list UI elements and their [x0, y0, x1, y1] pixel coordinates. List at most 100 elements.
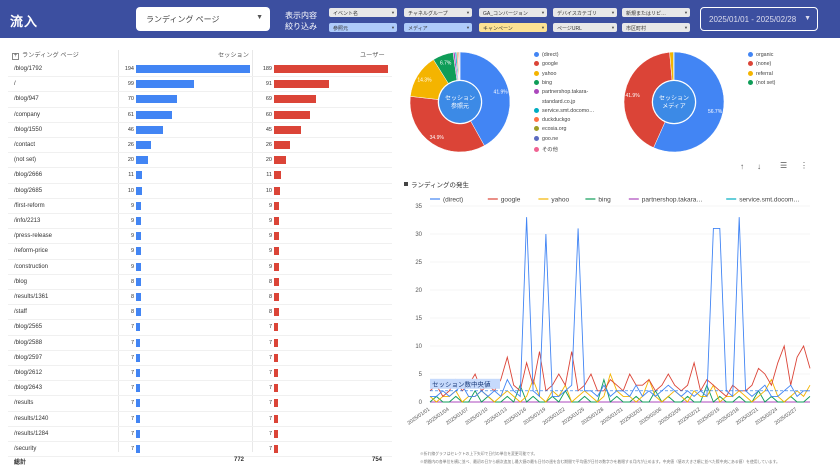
table-row[interactable]: /blog/2612 7 7 [8, 366, 392, 382]
column-header-page[interactable]: + ランディング ページ [12, 50, 79, 62]
table-row[interactable]: /contact 26 26 [8, 138, 392, 154]
donut-slice[interactable] [673, 51, 675, 81]
filter-chip[interactable]: メディア ▼ [404, 23, 472, 32]
legend-item[interactable]: duckduckgo [534, 117, 570, 123]
legend-item[interactable]: (direct) [534, 52, 558, 58]
filter-chip[interactable]: 参照元 ▼ [329, 23, 397, 32]
table-row[interactable]: /blog/2597 7 7 [8, 351, 392, 366]
filter-chip[interactable]: チャネルグループ ▼ [404, 8, 472, 17]
table-row[interactable]: /staff 8 8 [8, 305, 392, 321]
table-row[interactable]: /press-release 9 9 [8, 229, 392, 245]
sessions-value: 70 [127, 96, 134, 103]
series-line[interactable] [429, 344, 811, 398]
date-range-picker[interactable]: 2025/01/01 - 2025/02/28 ▼ [700, 7, 818, 31]
filter-chip[interactable]: ページURL ▼ [553, 23, 617, 32]
legend-label: standard.co.jp [542, 98, 576, 105]
line-legend-label[interactable]: service.smt.docom… [739, 197, 800, 204]
table-row[interactable]: / 99 91 [8, 77, 392, 93]
legend-item[interactable]: (not set) [748, 79, 775, 86]
donut-slice[interactable] [459, 51, 461, 81]
donut-slice[interactable] [410, 96, 485, 153]
sessions-value: 20 [127, 157, 134, 164]
donut-slice[interactable] [653, 51, 725, 153]
arrow-up-icon[interactable]: ↑ [740, 162, 744, 171]
legend-item[interactable]: partnershop.takara- [534, 89, 588, 95]
table-row[interactable]: /results 7 7 [8, 396, 392, 412]
filter-chip-label: 新規またはリピ… [626, 11, 667, 17]
donut-slice[interactable] [624, 51, 673, 148]
line-legend-label[interactable]: partnershop.takara… [642, 197, 703, 204]
table-row[interactable]: /blog/2685 10 10 [8, 184, 392, 199]
table-row[interactable]: /reform-price 9 9 [8, 244, 392, 260]
table-row[interactable]: /results/1361 8 8 [8, 290, 392, 306]
table-row[interactable]: /blog/1550 46 45 [8, 123, 392, 138]
legend-label: partnershop.takara- [542, 89, 589, 96]
legend-item[interactable]: ecosia.org [534, 126, 566, 132]
sessions-bar [136, 95, 178, 104]
users-value: 69 [265, 96, 272, 103]
donut-slice[interactable] [459, 51, 511, 147]
column-header-sessions[interactable]: セッション [218, 52, 249, 59]
series-line[interactable] [429, 372, 811, 403]
table-row[interactable]: /blog/2666 11 11 [8, 168, 392, 184]
legend-item[interactable]: service.smt.docomo… [534, 107, 594, 114]
legend-item[interactable]: goo.ne [534, 135, 558, 142]
table-row[interactable]: /results/1240 7 7 [8, 412, 392, 427]
table-row[interactable]: /blog/2565 7 7 [8, 320, 392, 336]
table-row[interactable]: /security 7 7 [8, 442, 392, 458]
legend-item[interactable]: yahoo [534, 70, 556, 77]
line-legend-label[interactable]: bing [598, 197, 611, 204]
legend-item[interactable]: referral [748, 70, 773, 77]
chevron-down-icon: ▼ [391, 10, 395, 15]
legend-item[interactable]: google [534, 61, 558, 67]
table-row[interactable]: (not set) 20 20 [8, 153, 392, 169]
y-tick-label: 25 [415, 260, 422, 266]
arrow-down-icon[interactable]: ↓ [757, 162, 761, 171]
legend-item[interactable]: bing [534, 79, 552, 86]
table-row[interactable]: /blog/2588 7 7 [8, 336, 392, 351]
expand-icon[interactable]: + [12, 53, 19, 60]
filter-chip[interactable]: デバイスカテゴリ ▼ [553, 8, 617, 17]
filter-chip[interactable]: GA_コンバージョン ▼ [479, 8, 547, 17]
table-row[interactable]: /blog/947 70 69 [8, 92, 392, 108]
legend-item[interactable]: organic [748, 52, 773, 58]
filter-chip[interactable]: イベント名 ▼ [329, 8, 397, 17]
more-vert-icon[interactable]: ⋮ [800, 161, 808, 170]
table-row[interactable]: /info/2213 9 9 [8, 214, 392, 230]
legend-dot-icon [534, 52, 539, 57]
legend-item[interactable]: standard.co.jp [534, 99, 575, 105]
table-row[interactable]: /results/1284 7 7 [8, 427, 392, 442]
landing-page-cell: /blog/2565 [14, 324, 43, 331]
filter-chip[interactable]: 新規またはリピ… ▼ [622, 8, 690, 17]
series-line[interactable] [430, 217, 810, 398]
table-row[interactable]: /blog/2643 7 7 [8, 381, 392, 397]
table-row[interactable]: /company 61 60 [8, 108, 392, 123]
table-row[interactable]: /construction 9 9 [8, 260, 392, 275]
column-header-users[interactable]: ユーザー [360, 52, 385, 59]
sessions-value: 7 [130, 446, 134, 452]
table-row[interactable]: /blog/1792 194 189 [8, 62, 392, 78]
sessions-bar [136, 156, 148, 165]
sessions-bar [136, 186, 142, 195]
sessions-bar [136, 247, 142, 256]
filter-chip[interactable]: 市区町村 ▼ [622, 23, 690, 32]
line-legend-label[interactable]: google [501, 197, 521, 204]
filter-label-line2: 絞り込み [285, 22, 317, 31]
legend-item[interactable]: (none) [748, 61, 771, 67]
median-label: セッション数中央値 [432, 379, 491, 388]
users-value: 7 [268, 400, 272, 407]
users-bar [274, 429, 279, 438]
landing-page-dropdown[interactable]: ランディング ページ ▼ [136, 7, 270, 31]
line-legend-label[interactable]: yahoo [551, 197, 569, 204]
legend-item[interactable]: その他 [534, 145, 558, 153]
legend-label: organic [756, 52, 774, 58]
table-row[interactable]: /blog 8 8 [8, 275, 392, 290]
landing-page-cell: / [14, 81, 16, 88]
users-value: 7 [268, 385, 272, 392]
line-legend-label[interactable]: (direct) [443, 197, 463, 204]
table-row[interactable]: /first-reform 9 9 [8, 199, 392, 214]
filter-chip[interactable]: キャンペーン ▼ [479, 23, 547, 32]
filter-icon[interactable]: ☰ [780, 161, 788, 170]
landing-line-chart: (direct) google yahoo bing partnershop.takar… [406, 197, 811, 427]
